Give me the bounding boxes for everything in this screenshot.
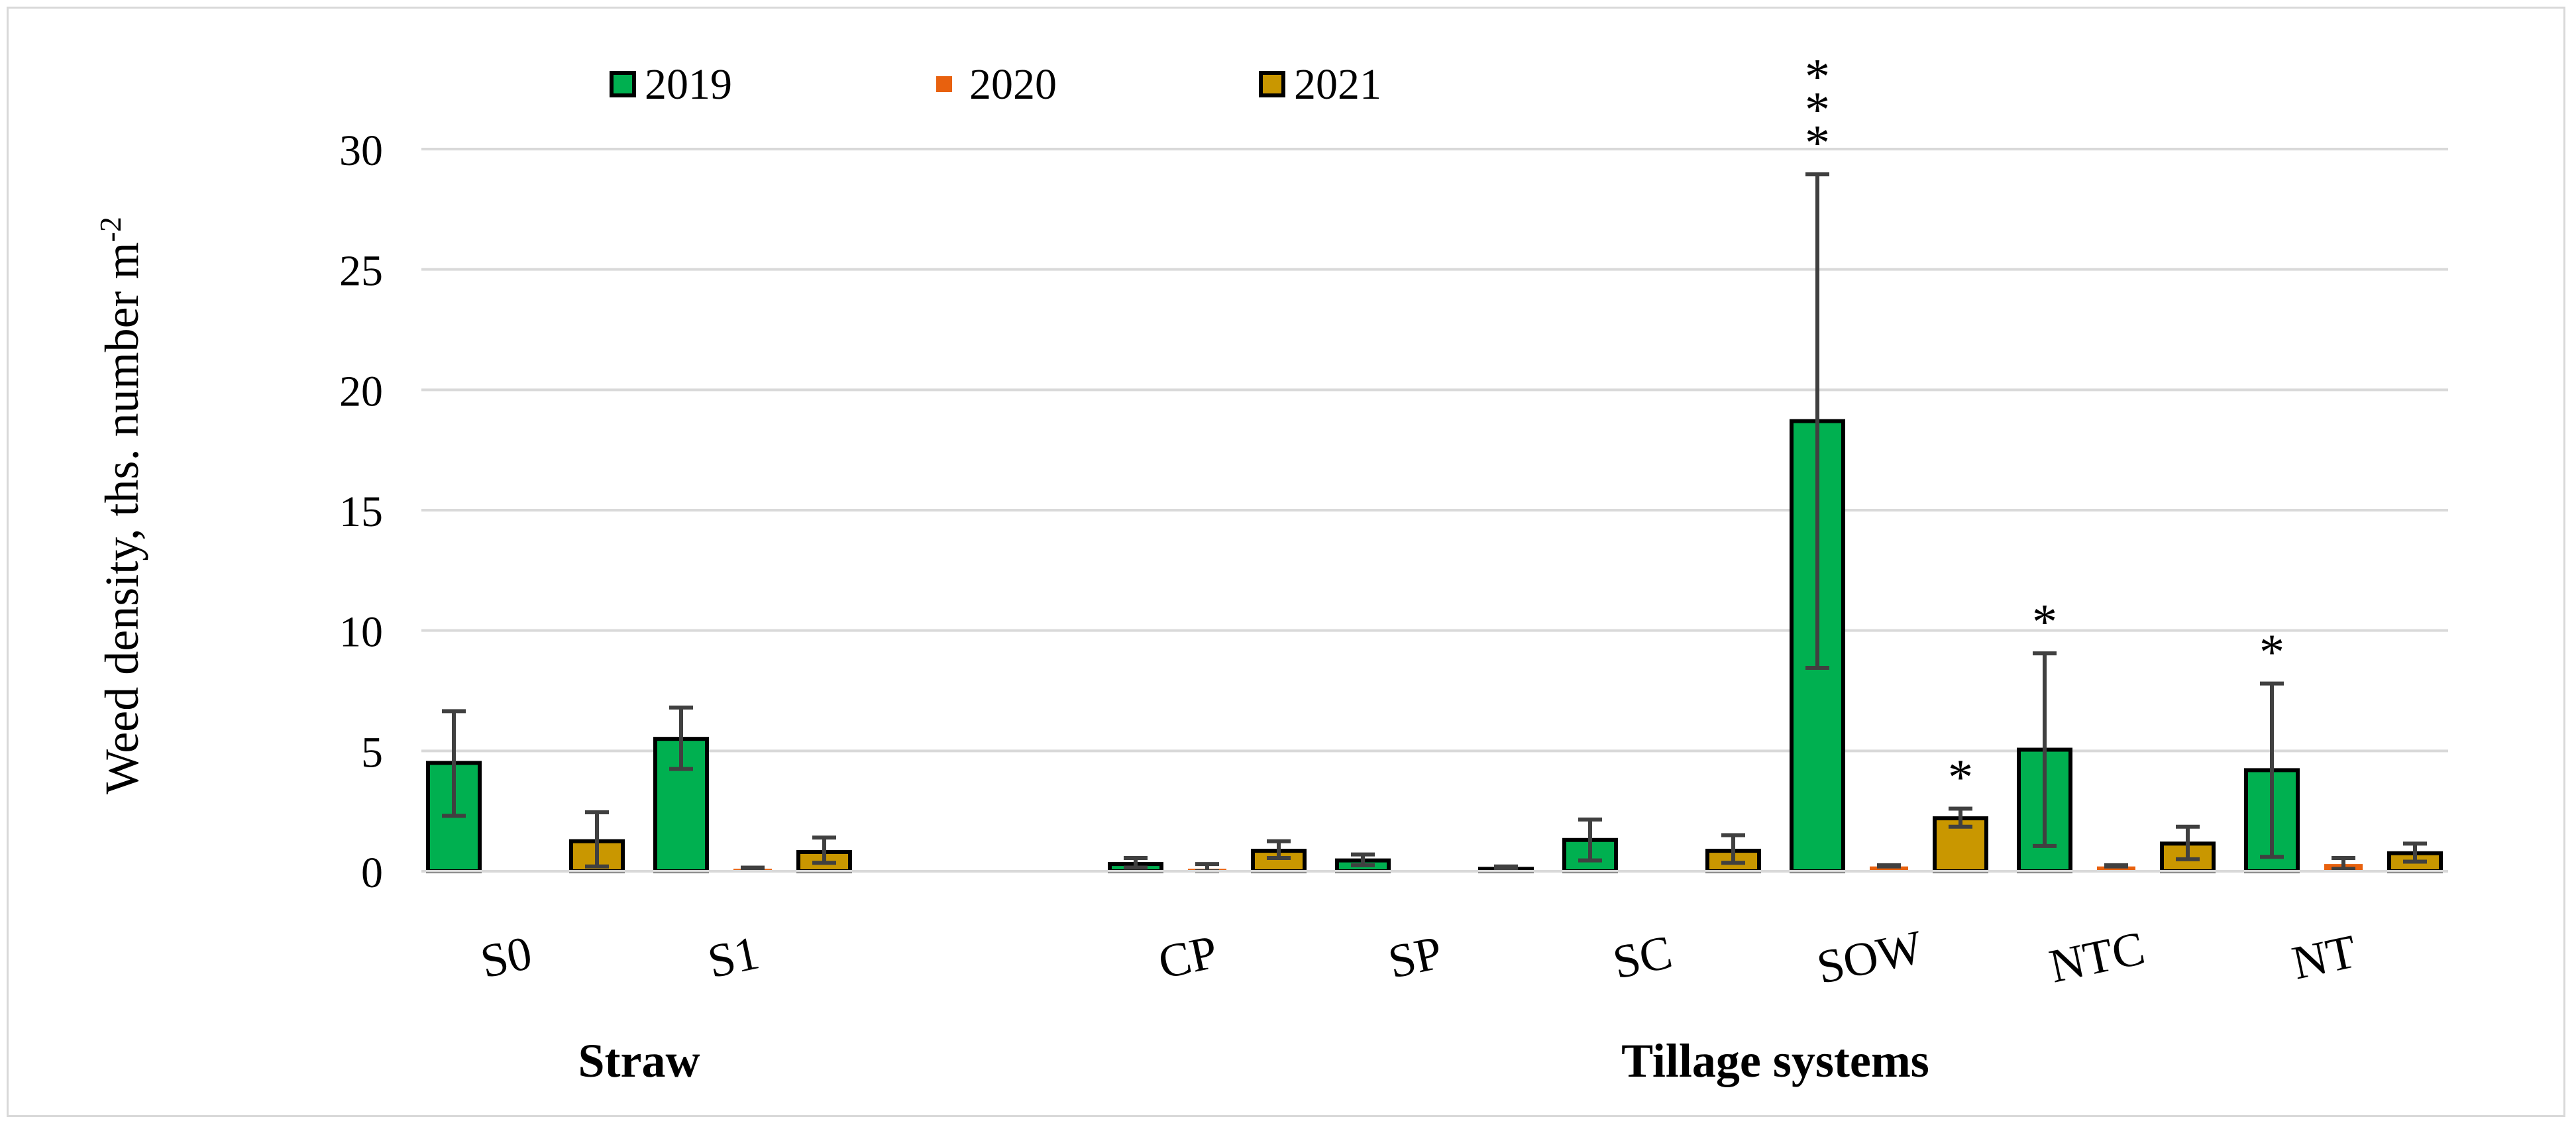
significance-star: * — [1948, 750, 1973, 806]
legend-swatch — [610, 71, 636, 97]
error-bar-2021-NTC — [2176, 824, 2200, 861]
y-tick-label: 10 — [339, 608, 383, 657]
group-label: Tillage systems — [1621, 1034, 1929, 1087]
x-tick-label-SC: SC — [1609, 925, 1677, 989]
x-tick-label-S1: S1 — [704, 926, 764, 988]
legend-label: 2021 — [1294, 60, 1381, 109]
y-axis-title-superscript: -2 — [93, 217, 127, 242]
significance-star: * — [2259, 625, 2284, 680]
error-bar-2020-NTC — [2104, 863, 2128, 869]
y-tick-label: 5 — [361, 728, 383, 777]
error-bar-2021-S0 — [585, 810, 609, 869]
error-bar-2019-NTC — [2033, 651, 2057, 848]
y-tick-label: 15 — [339, 488, 383, 536]
y-tick-label: 25 — [339, 247, 383, 296]
legend: 2019 2020 2021 — [610, 60, 1381, 109]
error-bar-2019-NT — [2260, 681, 2284, 859]
bar-2020-NTC — [2097, 866, 2135, 871]
gridlines — [421, 148, 2448, 753]
x-tick-label-SOW: SOW — [1812, 920, 1927, 995]
significance-star: * — [1805, 82, 1830, 138]
error-bar-2020-S1 — [741, 865, 765, 871]
y-tick-label: 20 — [339, 367, 383, 415]
group-labels: Straw Tillage systems — [578, 1034, 1929, 1087]
error-bar-2019-CP — [1124, 856, 1148, 870]
x-tick-label-SP: SP — [1384, 926, 1447, 989]
error-bar-2021-SP — [1494, 864, 1518, 873]
error-bar-2019-SOW — [1805, 172, 1829, 670]
error-bar-2020-NT — [2332, 856, 2355, 871]
error-bar-2021-CP — [1267, 839, 1291, 861]
legend-label: 2020 — [969, 60, 1057, 109]
legend-item-2020: 2020 — [936, 60, 1057, 109]
x-tick-label-NT: NT — [2288, 924, 2361, 989]
y-axis-title: Weed density, ths. number m-2 — [93, 217, 148, 794]
x-tick-label-CP: CP — [1154, 925, 1222, 989]
error-bar-2019-S0 — [442, 709, 466, 818]
significance-star: * — [1805, 115, 1830, 171]
error-bar-2021-S1 — [812, 835, 836, 865]
legend-item-2021: 2021 — [1259, 60, 1381, 109]
significance-star: * — [1805, 49, 1830, 105]
error-bar-2020-SOW — [1877, 863, 1901, 869]
x-tick-label-NTC: NTC — [2045, 921, 2149, 993]
legend-swatch — [936, 76, 952, 92]
error-bar-2019-SC — [1578, 817, 1602, 863]
y-tick-label: 30 — [339, 127, 383, 175]
error-bar-2021-NT — [2403, 841, 2427, 864]
error-bars — [442, 172, 2427, 873]
y-tick-label: 0 — [361, 849, 383, 897]
bars — [426, 419, 2443, 874]
bar-2020-SOW — [1870, 866, 1908, 871]
x-tick-labels: S0 S1 CP SP SC SOW NTC NT — [476, 920, 2361, 995]
legend-swatch — [1259, 71, 1285, 97]
y-tick-labels: 0 5 10 15 20 25 30 — [339, 127, 383, 897]
significance-marks: ****** — [1805, 49, 2284, 805]
significance-star: * — [2032, 594, 2057, 650]
error-bar-2019-SP — [1351, 852, 1375, 867]
legend-label: 2019 — [645, 60, 732, 109]
error-bar-2021-SOW — [1949, 806, 1972, 829]
error-bar-2021-SC — [1721, 833, 1745, 865]
chart-frame: * * * * * * 0 5 10 15 20 25 30 S0 S1 CP SP SC SOW NTC NT S… — [7, 7, 2565, 1117]
y-axis-title-text: Weed density, ths. number m — [95, 242, 148, 794]
error-bar-2019-S1 — [669, 705, 693, 771]
legend-item-2019: 2019 — [610, 60, 732, 109]
group-label: Straw — [578, 1034, 700, 1087]
x-tick-label-S0: S0 — [476, 926, 537, 988]
